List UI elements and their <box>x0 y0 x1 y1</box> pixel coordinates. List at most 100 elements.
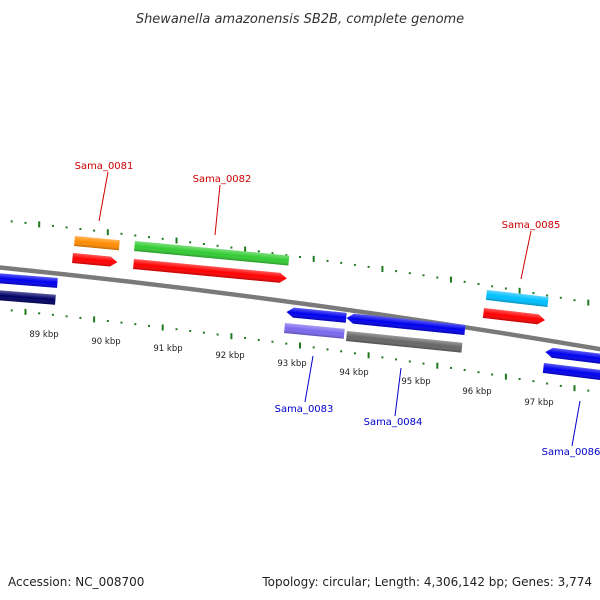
minor-tick <box>353 352 356 355</box>
gene-label-sama-0085[interactable]: Sama_0085 <box>502 220 561 231</box>
major-tick <box>230 333 233 340</box>
gene-arrow[interactable] <box>72 253 118 267</box>
minor-tick <box>353 263 356 266</box>
minor-tick <box>230 246 233 249</box>
scale-label: 90 kbp <box>91 337 120 347</box>
gene-label-sama-0083[interactable]: Sama_0083 <box>275 404 334 415</box>
genome-backbone <box>0 265 600 352</box>
minor-tick <box>559 296 562 299</box>
minor-tick <box>546 382 549 385</box>
minor-tick <box>299 256 301 258</box>
minor-tick <box>491 285 494 288</box>
major-tick <box>587 299 590 306</box>
major-tick <box>436 362 439 369</box>
gene-shading <box>345 331 463 353</box>
gene-shading <box>74 236 120 251</box>
minor-tick <box>436 276 439 279</box>
gene-shading <box>485 290 549 308</box>
gene-arrow[interactable] <box>482 308 546 325</box>
gene-shading <box>0 290 56 305</box>
gene-shading <box>0 273 58 288</box>
minor-tick <box>189 241 192 244</box>
leader-line-sama-0083 <box>304 355 314 403</box>
major-tick <box>504 373 507 380</box>
leader-line-sama-0082 <box>214 184 221 236</box>
scale-label: 96 kbp <box>462 387 491 397</box>
major-tick <box>573 385 576 392</box>
major-tick <box>106 229 109 236</box>
scale-label: 93 kbp <box>277 359 306 369</box>
leader-line-sama-0086 <box>571 400 581 447</box>
gene-bar[interactable] <box>0 290 56 305</box>
minor-tick <box>450 366 452 369</box>
gene-shading <box>542 363 600 381</box>
minor-tick <box>573 299 576 302</box>
minor-tick <box>202 243 205 245</box>
minor-tick <box>51 313 54 316</box>
gene-bar[interactable] <box>345 331 463 353</box>
minor-tick <box>381 356 384 359</box>
minor-tick <box>463 280 466 283</box>
major-tick <box>175 237 178 244</box>
minor-tick <box>326 259 329 262</box>
gene-bar[interactable] <box>74 236 120 251</box>
minor-tick <box>326 348 329 351</box>
gene-shading <box>72 253 118 267</box>
minor-tick <box>120 321 123 324</box>
minor-tick <box>134 234 137 237</box>
minor-tick <box>285 254 288 257</box>
gene-bar[interactable] <box>485 290 549 308</box>
gene-bar[interactable] <box>134 241 290 266</box>
minor-tick <box>175 328 178 331</box>
minor-tick <box>189 330 192 332</box>
gene-bar[interactable] <box>284 323 345 339</box>
scale-label: 95 kbp <box>401 377 430 387</box>
minor-tick <box>559 384 562 387</box>
gene-arrow[interactable] <box>545 347 600 365</box>
minor-tick <box>477 283 480 285</box>
minor-tick <box>587 389 590 392</box>
minor-tick <box>312 346 315 349</box>
minor-tick <box>271 340 274 343</box>
major-tick <box>24 308 27 315</box>
minor-tick <box>134 323 137 326</box>
gene-shading <box>133 259 287 283</box>
gene-label-sama-0082[interactable]: Sama_0082 <box>193 174 252 185</box>
minor-tick <box>395 270 398 273</box>
minor-tick <box>408 272 411 275</box>
minor-tick <box>422 274 425 277</box>
gene-arrow[interactable] <box>133 259 287 283</box>
gene-shading <box>482 308 546 325</box>
major-tick <box>312 255 315 262</box>
gene-arrow[interactable] <box>346 313 466 335</box>
gene-label-sama-0081[interactable]: Sama_0081 <box>75 161 134 172</box>
minor-tick <box>79 228 82 230</box>
leader-line-sama-0081 <box>98 171 109 222</box>
minor-tick <box>93 229 96 232</box>
minor-tick <box>518 378 521 380</box>
minor-tick <box>216 244 219 247</box>
minor-tick <box>120 232 123 235</box>
minor-tick <box>257 338 260 341</box>
map-title: Shewanella amazonensis SB2B, complete ge… <box>136 12 464 27</box>
minor-tick <box>491 373 494 376</box>
gene-label-sama-0086[interactable]: Sama_0086 <box>542 447 600 458</box>
gene-arrow[interactable] <box>286 307 347 323</box>
minor-tick <box>161 237 164 240</box>
gene-features <box>0 236 600 381</box>
gene-bar[interactable] <box>0 273 58 288</box>
minor-tick <box>408 360 411 363</box>
genome-summary-text: Topology: circular; Length: 4,306,142 bp… <box>261 575 592 589</box>
minor-tick <box>148 324 150 327</box>
major-tick <box>518 287 521 294</box>
gene-label-sama-0084[interactable]: Sama_0084 <box>364 417 423 428</box>
minor-tick <box>340 350 343 353</box>
minor-tick <box>24 221 27 224</box>
gene-bar[interactable] <box>542 363 600 381</box>
gene-shading <box>545 347 600 365</box>
gene-shading <box>134 241 290 266</box>
leader-line-sama-0084 <box>394 367 402 417</box>
major-tick <box>38 221 41 228</box>
minor-tick <box>65 315 68 318</box>
